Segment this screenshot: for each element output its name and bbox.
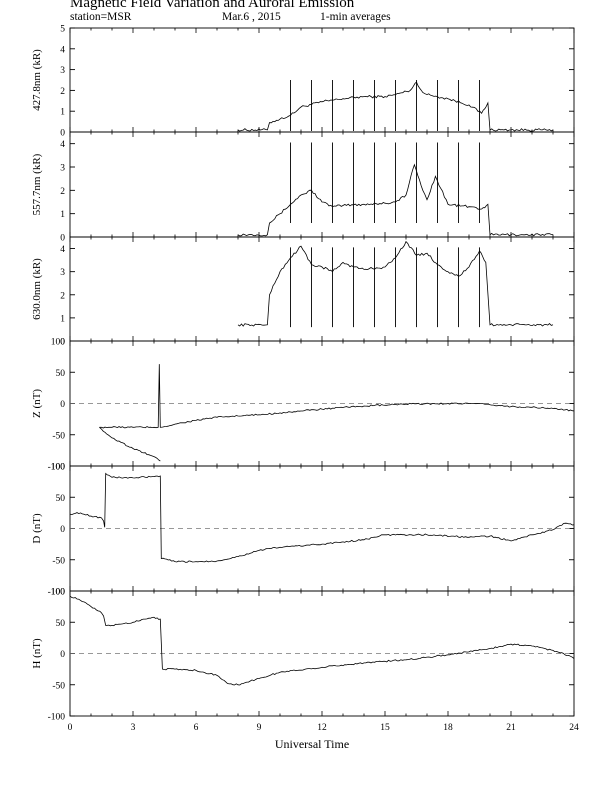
y-axis-label: Z (nT)	[31, 389, 43, 418]
ytick-label: 4	[60, 140, 65, 150]
ytick-label: 0	[60, 400, 65, 410]
ytick-label: 100	[51, 463, 66, 473]
ytick-label: 0	[60, 650, 65, 660]
ytick-label: -50	[52, 431, 65, 441]
ytick-label: 0	[60, 234, 65, 244]
ytick-label: 0	[60, 129, 65, 139]
series-line-557.7nm	[237, 163, 554, 237]
averaging-label: 1-min averages	[320, 11, 391, 23]
xtick-label: 6	[194, 723, 199, 733]
xtick-label: 9	[257, 723, 262, 733]
xtick-label: 18	[443, 723, 453, 733]
ytick-label: 1	[60, 108, 65, 118]
x-axis-label: Universal Time	[275, 737, 349, 751]
y-axis-label: 630.0nm (kR)	[31, 258, 43, 320]
ytick-label: 5	[60, 25, 65, 35]
ytick-label: 0	[60, 525, 65, 535]
series-line-D	[69, 472, 575, 563]
ytick-label: 4	[60, 245, 65, 255]
panel-frame-630.0nm	[69, 236, 575, 342]
ytick-label: 50	[56, 369, 66, 379]
series-line-H	[69, 595, 575, 686]
xtick-label: 24	[569, 723, 579, 733]
xtick-label: 0	[68, 723, 73, 733]
series-line-630.0nm	[237, 240, 554, 327]
ytick-label: 3	[60, 164, 65, 174]
xtick-label: 3	[131, 723, 136, 733]
ytick-label: -100	[48, 713, 66, 723]
ytick-label: -100	[48, 588, 66, 598]
y-axis-label: 557.7nm (kR)	[31, 153, 43, 215]
y-axis-label: H (nT)	[31, 638, 43, 669]
ytick-label: -50	[52, 681, 65, 691]
ytick-label: 100	[51, 588, 66, 598]
ytick-label: -50	[52, 556, 65, 566]
xtick-label: 15	[380, 723, 390, 733]
series-line-Z	[99, 364, 575, 429]
panel-frame-427.8nm	[69, 27, 575, 133]
ytick-label: 3	[60, 66, 65, 76]
station-label: station=MSR	[70, 11, 132, 23]
ytick-label: 100	[51, 338, 66, 348]
chart-title: Magnetic Field Variation and Auroral Emi…	[70, 0, 355, 11]
ytick-label: 4	[60, 45, 65, 55]
ytick-label: 50	[56, 619, 66, 629]
ytick-label: 1	[60, 314, 65, 324]
ytick-label: 2	[60, 187, 65, 197]
ytick-label: 2	[60, 87, 65, 97]
date-label: Mar.6 , 2015	[222, 11, 281, 23]
ytick-label: -100	[48, 463, 66, 473]
ytick-label: 0	[60, 338, 65, 348]
ytick-label: 50	[56, 494, 66, 504]
ytick-label: 2	[60, 291, 65, 301]
series-line-Z-1	[99, 426, 161, 462]
series-line-427.8nm	[237, 81, 554, 132]
y-axis-label: 427.8nm (kR)	[31, 49, 43, 111]
panel-frame-557.7nm	[69, 131, 575, 238]
xtick-label: 21	[506, 723, 516, 733]
y-axis-label: D (nT)	[31, 513, 43, 544]
xtick-label: 12	[317, 723, 327, 733]
ytick-label: 1	[60, 210, 65, 220]
ytick-label: 3	[60, 268, 65, 278]
